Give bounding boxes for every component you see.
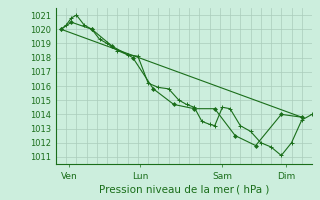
X-axis label: Pression niveau de la mer ( hPa ): Pression niveau de la mer ( hPa ) — [99, 185, 269, 195]
